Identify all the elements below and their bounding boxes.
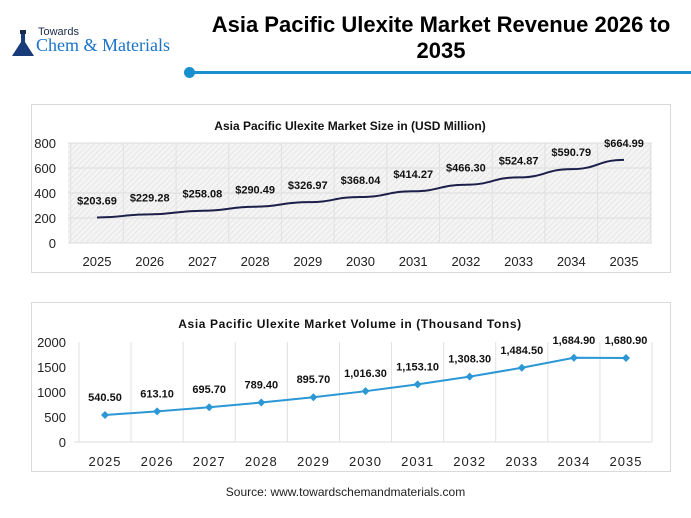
data-label: 789.40 (244, 380, 278, 392)
x-tick-label: 2030 (349, 454, 382, 469)
y-tick-label: 0 (49, 236, 56, 251)
data-point (465, 372, 474, 381)
x-tick-label: 2031 (401, 454, 434, 469)
x-tick-label: 2032 (453, 454, 486, 469)
data-label: 1,680.90 (605, 335, 648, 347)
data-label: $203.69 (77, 196, 117, 208)
chart-title: Asia Pacific Ulexite Market Volume in (T… (178, 317, 521, 331)
data-label: 540.50 (88, 392, 122, 404)
data-label: 1,308.30 (448, 354, 491, 366)
y-tick-label: 600 (34, 161, 56, 176)
x-tick-label: 2034 (557, 254, 586, 269)
logo-text: Chem & Materials (36, 35, 170, 55)
data-label: $664.99 (604, 138, 644, 150)
x-tick-label: 2033 (505, 454, 538, 469)
data-point (309, 393, 318, 402)
x-tick-label: 2027 (193, 454, 226, 469)
x-tick-label: 2027 (188, 254, 217, 269)
y-tick-label: 0 (59, 435, 66, 450)
y-tick-label: 2000 (37, 335, 66, 350)
y-tick-label: 200 (34, 211, 56, 226)
y-tick-label: 400 (34, 186, 56, 201)
y-tick-label: 1500 (37, 360, 66, 375)
data-label: $258.08 (183, 189, 223, 201)
x-tick-label: 2028 (241, 254, 270, 269)
data-point (153, 407, 162, 416)
data-label: 1,153.10 (396, 361, 439, 373)
chart-card-volume (31, 302, 671, 472)
y-tick-label: 800 (34, 136, 56, 151)
data-point (257, 398, 266, 407)
divider-dot (184, 67, 195, 78)
x-tick-label: 2026 (135, 254, 164, 269)
data-label: 895.70 (297, 374, 331, 386)
data-label: $590.79 (551, 147, 591, 159)
x-tick-label: 2025 (89, 454, 122, 469)
x-tick-label: 2035 (610, 454, 643, 469)
x-tick-label: 2026 (141, 454, 174, 469)
data-point (101, 410, 109, 419)
data-point (622, 353, 630, 362)
data-label: $414.27 (393, 169, 433, 181)
data-label: $466.30 (446, 163, 486, 175)
title-divider (190, 71, 691, 74)
x-tick-label: 2028 (245, 454, 278, 469)
data-label: 1,684.90 (552, 335, 595, 347)
x-tick-label: 2029 (297, 454, 330, 469)
x-tick-label: 2030 (346, 254, 375, 269)
source-note: Source: www.towardschemandmaterials.com (225, 485, 466, 499)
y-tick-label: 500 (44, 410, 66, 425)
data-point (517, 363, 526, 372)
series-line (96, 158, 625, 219)
logo-text-small: Towards (38, 26, 79, 38)
data-point (205, 403, 214, 412)
page-title: Asia Pacific Ulexite Market Revenue 2026… (211, 12, 671, 63)
data-label: 1,484.50 (500, 345, 543, 357)
x-tick-label: 2029 (293, 254, 322, 269)
x-tick-label: 2035 (610, 254, 639, 269)
data-label: $524.87 (499, 155, 539, 167)
data-label: $229.28 (130, 192, 170, 204)
flask-icon (12, 30, 34, 56)
x-tick-label: 2033 (504, 254, 533, 269)
x-tick-label: 2034 (557, 454, 590, 469)
x-tick-label: 2032 (451, 254, 480, 269)
data-label: $290.49 (235, 185, 275, 197)
data-label: 1,016.30 (344, 368, 387, 380)
y-tick-label: 1000 (37, 385, 66, 400)
data-point (361, 387, 370, 396)
logo (12, 24, 192, 60)
data-point (569, 353, 578, 362)
data-label: $368.04 (341, 175, 382, 187)
x-tick-label: 2025 (83, 254, 112, 269)
x-tick-label: 2031 (399, 254, 428, 269)
data-label: 695.70 (192, 384, 226, 396)
chart-title: Asia Pacific Ulexite Market Size in (USD… (214, 119, 485, 133)
data-label: 613.10 (140, 388, 174, 400)
data-label: $326.97 (288, 180, 328, 192)
data-point (413, 380, 422, 389)
